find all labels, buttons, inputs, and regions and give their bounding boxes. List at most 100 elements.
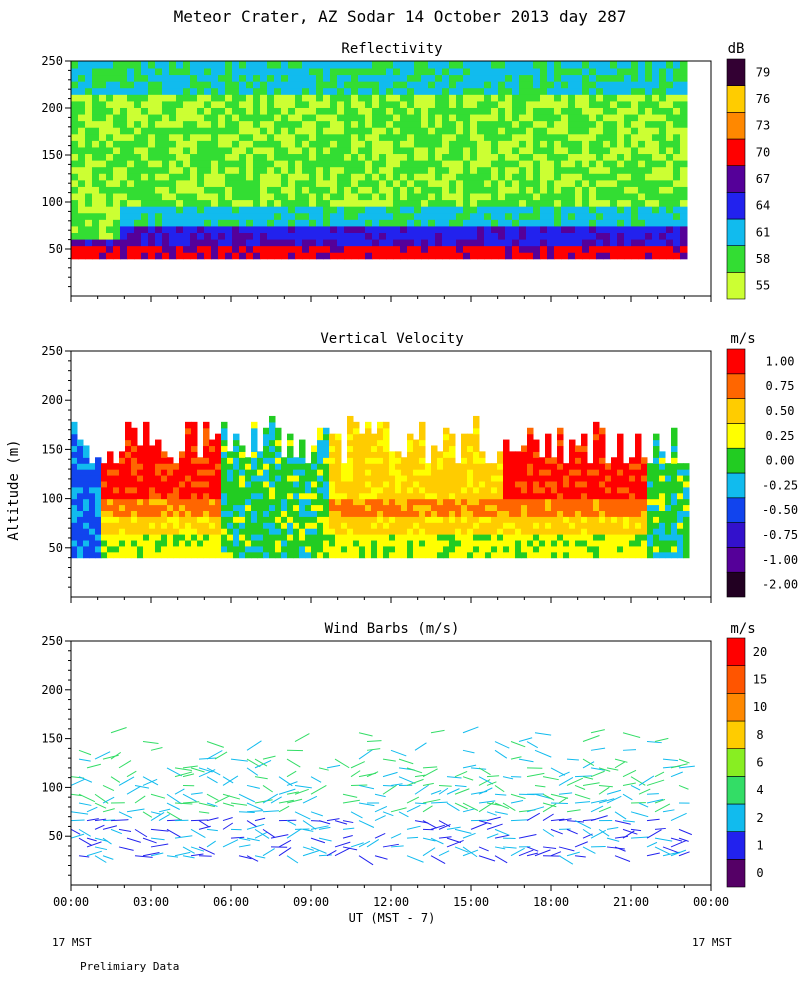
- reflectivity-cell: [519, 61, 527, 69]
- velocity-cell: [431, 474, 438, 482]
- reflectivity-cell: [176, 199, 184, 207]
- velocity-cell: [185, 439, 192, 447]
- velocity-cell: [617, 492, 624, 500]
- velocity-cell: [371, 486, 378, 494]
- reflectivity-cell: [435, 61, 443, 69]
- reflectivity-cell: [344, 159, 352, 168]
- velocity-cell: [401, 545, 408, 553]
- reflectivity-cell: [505, 199, 513, 207]
- velocity-cell: [671, 545, 678, 553]
- reflectivity-cell: [414, 80, 422, 89]
- velocity-cell: [443, 433, 450, 441]
- reflectivity-cell: [414, 87, 422, 95]
- reflectivity-cell: [155, 146, 163, 155]
- velocity-cell: [575, 451, 582, 458]
- velocity-cell: [647, 545, 654, 553]
- reflectivity-cell: [561, 205, 569, 214]
- velocity-cell: [401, 516, 408, 523]
- velocity-cell: [239, 445, 246, 452]
- velocity-cell: [371, 480, 378, 488]
- velocity-cell: [215, 551, 222, 559]
- velocity-cell: [665, 463, 672, 470]
- reflectivity-cell: [344, 113, 352, 122]
- reflectivity-cell: [351, 80, 359, 89]
- reflectivity-cell: [603, 186, 611, 194]
- reflectivity-cell: [393, 74, 401, 82]
- reflectivity-cell: [526, 87, 534, 95]
- wind-barb: [206, 750, 223, 760]
- wind-barb: [230, 758, 248, 762]
- reflectivity-cell: [267, 146, 275, 155]
- reflectivity-cell: [169, 192, 177, 201]
- reflectivity-cell: [470, 205, 478, 214]
- reflectivity-cell: [498, 113, 506, 122]
- reflectivity-cell: [183, 87, 191, 95]
- reflectivity-cell: [106, 212, 114, 220]
- reflectivity-cell: [141, 113, 149, 122]
- reflectivity-cell: [176, 159, 184, 168]
- velocity-cell: [89, 545, 96, 553]
- reflectivity-cell: [624, 232, 632, 240]
- velocity-cell: [149, 498, 156, 506]
- reflectivity-cell: [393, 146, 401, 155]
- reflectivity-cell: [155, 153, 163, 161]
- velocity-cell: [137, 498, 144, 506]
- reflectivity-cell: [78, 61, 86, 69]
- reflectivity-cell: [435, 153, 443, 161]
- velocity-cell: [107, 451, 114, 458]
- velocity-cell: [383, 534, 390, 541]
- velocity-cell: [383, 433, 390, 441]
- reflectivity-cell: [330, 218, 338, 227]
- velocity-cell: [353, 457, 360, 464]
- reflectivity-cell: [547, 225, 555, 233]
- velocity-cell: [341, 504, 348, 512]
- reflectivity-cell: [393, 179, 401, 187]
- velocity-cell: [473, 463, 480, 470]
- velocity-cell: [227, 457, 234, 464]
- velocity-cell: [659, 510, 666, 517]
- reflectivity-cell: [316, 199, 324, 207]
- velocity-cell: [611, 504, 618, 512]
- velocity-cell: [329, 545, 336, 553]
- reflectivity-cell: [491, 133, 499, 141]
- velocity-cell: [173, 480, 180, 488]
- velocity-cell: [119, 480, 126, 488]
- reflectivity-cell: [666, 87, 674, 95]
- wind-barb: [198, 802, 216, 808]
- reflectivity-cell: [428, 74, 436, 82]
- velocity-cell: [551, 510, 558, 517]
- velocity-cell: [503, 539, 510, 547]
- velocity-cell: [437, 551, 444, 559]
- reflectivity-cell: [71, 61, 79, 69]
- velocity-cell: [137, 516, 144, 523]
- velocity-cell: [569, 451, 576, 458]
- velocity-cell: [269, 516, 276, 523]
- velocity-cell: [299, 498, 306, 506]
- reflectivity-cell: [673, 166, 681, 174]
- reflectivity-cell: [603, 238, 611, 247]
- y-tick-label: 150: [41, 148, 63, 162]
- velocity-cell: [233, 504, 240, 512]
- velocity-cell: [599, 539, 606, 547]
- velocity-cell: [515, 504, 522, 512]
- reflectivity-cell: [673, 159, 681, 168]
- reflectivity-cell: [386, 205, 394, 214]
- reflectivity-cell: [197, 212, 205, 220]
- reflectivity-cell: [435, 218, 443, 227]
- reflectivity-cell: [274, 133, 282, 141]
- velocity-cell: [185, 504, 192, 512]
- reflectivity-cell: [428, 245, 436, 253]
- velocity-cell: [515, 522, 522, 529]
- velocity-cell: [401, 522, 408, 529]
- reflectivity-cell: [435, 133, 443, 141]
- reflectivity-cell: [456, 205, 464, 214]
- velocity-cell: [239, 474, 246, 482]
- reflectivity-cell: [302, 120, 310, 128]
- reflectivity-cell: [127, 80, 135, 89]
- reflectivity-cell: [526, 172, 534, 181]
- reflectivity-cell: [498, 67, 506, 76]
- reflectivity-cell: [281, 245, 289, 253]
- velocity-cell: [545, 433, 552, 441]
- reflectivity-cell: [652, 205, 660, 214]
- velocity-cell: [347, 522, 354, 529]
